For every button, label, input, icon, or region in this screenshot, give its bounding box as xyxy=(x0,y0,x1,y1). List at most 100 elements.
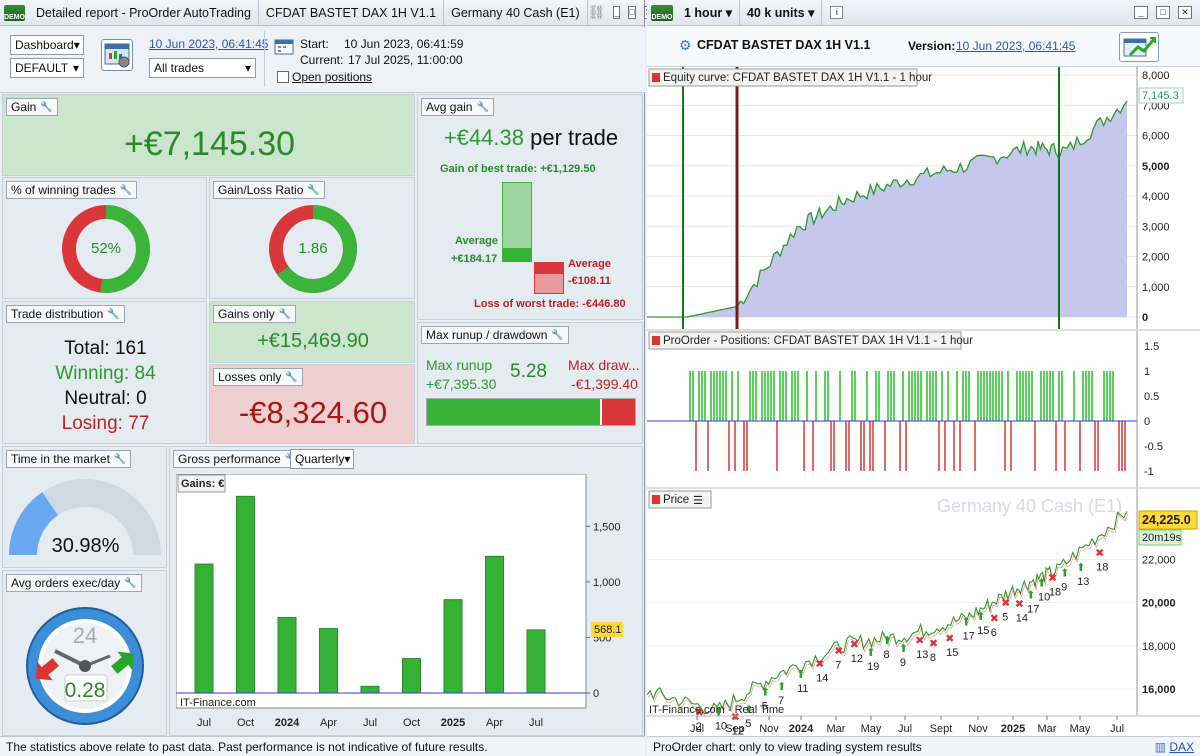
neutral-trades: Neutral: 0 xyxy=(64,388,147,409)
gross-bar[interactable] xyxy=(319,628,338,694)
distribution-title[interactable]: Trade distribution 🔧 xyxy=(6,305,125,323)
trade-marker-label: 15 xyxy=(946,647,958,659)
gain-title[interactable]: Gain 🔧 xyxy=(6,98,58,116)
units-label: 40 k units xyxy=(746,5,805,20)
sell-marker-icon: ✖ xyxy=(695,706,704,719)
close-button[interactable]: ✕ xyxy=(1178,6,1192,19)
chevron-down-icon: ▾ xyxy=(73,38,80,52)
long-position-bar xyxy=(1040,371,1042,421)
share-icon[interactable]: ⛓ xyxy=(587,4,606,20)
calendar-icon xyxy=(274,37,294,55)
short-position-bar xyxy=(746,421,748,471)
wrench-icon[interactable]: 🔧 xyxy=(40,101,53,113)
time-label: Jul xyxy=(898,723,912,735)
long-position-bar xyxy=(902,371,904,421)
time-market-title[interactable]: Time in the market 🔧 xyxy=(6,450,132,468)
avg-gain-title[interactable]: Avg gain 🔧 xyxy=(421,98,494,116)
losses-only-title[interactable]: Losses only 🔧 xyxy=(213,368,303,386)
price-legend-swatch xyxy=(652,495,660,504)
gross-bar[interactable] xyxy=(236,495,255,694)
period-select[interactable]: Quarterly ▾ xyxy=(290,449,354,469)
wrench-icon[interactable]: 🔧 xyxy=(107,308,120,320)
price-y-label: 22,000 xyxy=(1142,554,1176,566)
short-position-bar xyxy=(734,421,736,471)
right-charts: 01,0002,0003,0004,0005,0006,0007,0008,00… xyxy=(647,67,1200,736)
open-positions-label[interactable]: Open positions xyxy=(292,70,373,84)
dashboard-select[interactable]: Dashboard ▾ xyxy=(10,35,84,55)
short-position-bar xyxy=(884,421,886,471)
dax-link[interactable]: ▥ DAX xyxy=(1155,740,1194,754)
gross-y-label: 1,500 xyxy=(593,521,621,533)
total-trades: Total: 161 xyxy=(64,338,147,359)
timeframe-select[interactable]: 1 hour ▾ xyxy=(677,0,740,25)
trade-marker-label: 8 xyxy=(883,649,889,661)
maximize-button[interactable]: □ xyxy=(628,6,636,19)
report-date-link[interactable]: 10 Jun 2023, 06:41:45 xyxy=(149,37,269,51)
winning-title-label: % of winning trades xyxy=(11,183,116,197)
report-chart-icon[interactable] xyxy=(1119,32,1159,62)
short-position-bar xyxy=(869,421,871,471)
trade-marker-label: 8 xyxy=(930,652,936,664)
info-icon[interactable]: i xyxy=(830,6,844,19)
system-tab[interactable]: CFDAT BASTET DAX 1H V1.1 xyxy=(259,0,445,25)
long-position-bar xyxy=(1058,371,1060,421)
avg-neg-label: Average xyxy=(568,258,612,270)
avg-gain-line: +€44.38 per trade xyxy=(418,125,644,151)
wrench-icon[interactable]: 🔧 xyxy=(476,101,489,113)
orders-title[interactable]: Avg orders exec/day 🔧 xyxy=(6,574,142,592)
wrench-icon[interactable]: 🔧 xyxy=(113,453,127,465)
wrench-icon[interactable]: 🔧 xyxy=(307,184,320,196)
wrench-icon[interactable]: 🔧 xyxy=(119,184,133,196)
short-position-bar xyxy=(860,421,862,471)
short-position-bar xyxy=(803,421,805,471)
open-positions-checkbox[interactable] xyxy=(277,71,289,83)
gross-bar[interactable] xyxy=(360,685,380,694)
gross-title[interactable]: Gross performance🔧 xyxy=(173,450,303,468)
gains-only-title[interactable]: Gains only 🔧 xyxy=(213,305,297,323)
preset-select[interactable]: DEFAULT ▾ xyxy=(10,58,84,78)
winning-title[interactable]: % of winning trades 🔧 xyxy=(6,181,138,199)
gross-bar[interactable] xyxy=(443,599,463,694)
gross-bar[interactable] xyxy=(402,658,421,694)
list-icon[interactable]: ☰ xyxy=(693,495,703,507)
long-position-bar xyxy=(878,371,880,421)
wrench-icon[interactable]: 🔧 xyxy=(285,371,298,383)
gross-title-label: Gross performance xyxy=(178,452,281,466)
buy-marker-icon: ⬆ xyxy=(1076,561,1085,574)
wrench-icon[interactable]: 🔧 xyxy=(551,329,564,341)
gross-x-label: Apr xyxy=(320,717,337,729)
long-position-bar xyxy=(935,371,937,421)
buy-marker-icon: ⬆ xyxy=(866,646,875,659)
gross-bar[interactable] xyxy=(277,616,297,694)
units-select[interactable]: 40 k units ▾ xyxy=(740,0,823,25)
gross-bar[interactable] xyxy=(526,629,546,694)
wrench-icon[interactable]: 🔧 xyxy=(278,308,292,320)
trade-marker-label: 9 xyxy=(900,657,906,669)
short-position-bar xyxy=(1094,421,1096,471)
runup-title[interactable]: Max runup / drawdown 🔧 xyxy=(421,326,569,344)
worst-trade-label: Loss of worst trade: -€446.80 xyxy=(474,298,626,310)
avg-gain-suffix: per trade xyxy=(530,125,619,150)
report-settings-icon[interactable] xyxy=(101,39,133,71)
wrench-icon[interactable]: 🔧 xyxy=(124,577,137,589)
long-position-bar xyxy=(1028,371,1030,421)
gain-loss-title[interactable]: Gain/Loss Ratio 🔧 xyxy=(213,181,325,199)
long-position-bar xyxy=(752,371,754,421)
trades-filter-select[interactable]: All trades ▾ xyxy=(149,58,256,78)
long-position-bar xyxy=(710,371,712,421)
version-date-link[interactable]: 10 Jun 2023, 06:41:45 xyxy=(956,39,1076,53)
gross-bar[interactable] xyxy=(194,563,214,694)
minimize-button[interactable]: _ xyxy=(613,6,621,19)
long-position-bar xyxy=(1112,371,1114,421)
report-titlebar: DEMO Detailed report - ProOrder AutoTrad… xyxy=(0,0,654,26)
chevron-down-icon: ▾ xyxy=(725,6,732,20)
gross-bar[interactable] xyxy=(485,555,504,694)
instrument-tab[interactable]: Germany 40 Cash (E1) xyxy=(444,0,588,25)
long-position-bar xyxy=(827,371,829,421)
maximize-button[interactable]: □ xyxy=(1156,6,1170,19)
minimize-button[interactable]: _ xyxy=(1134,6,1148,19)
time-label: 2025 xyxy=(1001,723,1025,735)
start-label: Start: xyxy=(300,37,329,51)
buy-marker-icon: ⬆ xyxy=(899,642,908,655)
long-position-bar xyxy=(1103,371,1105,421)
